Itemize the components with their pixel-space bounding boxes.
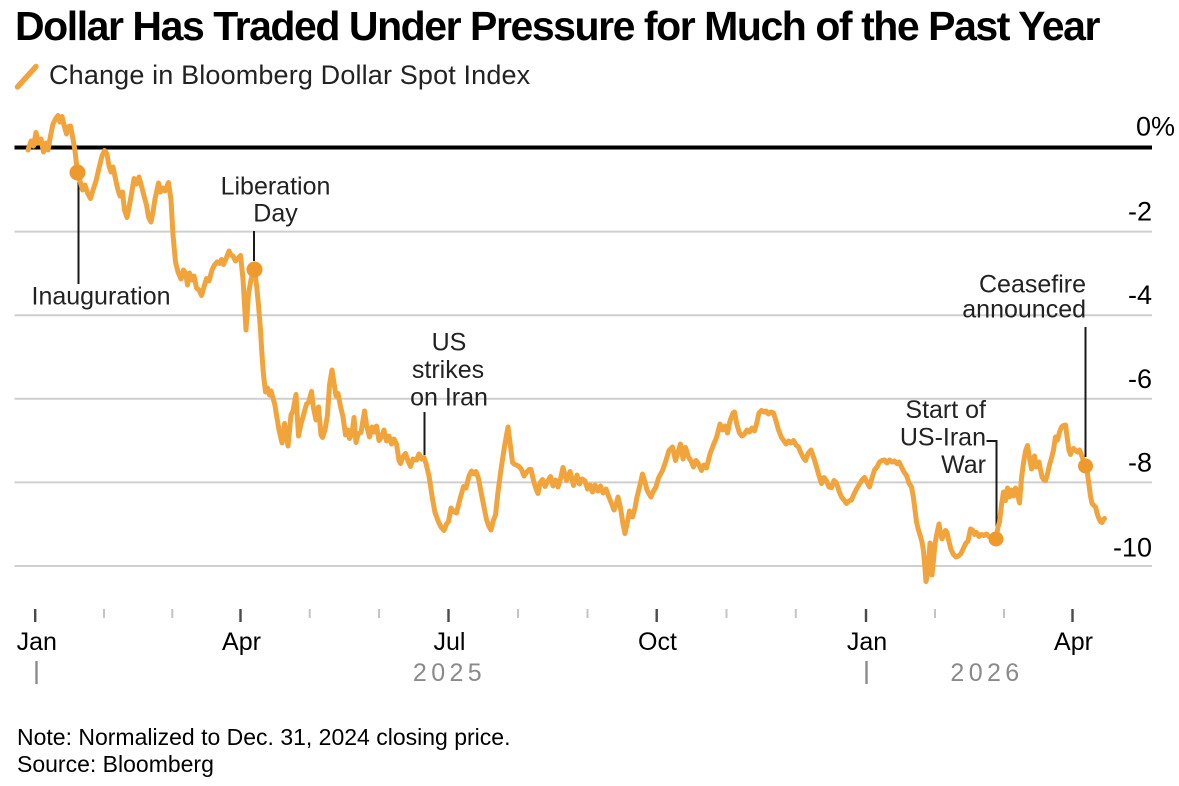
svg-text:Oct: Oct — [638, 628, 677, 656]
svg-text:Start of: Start of — [905, 396, 986, 424]
svg-text:Inauguration: Inauguration — [32, 283, 171, 311]
svg-text:US-Iran: US-Iran — [900, 424, 986, 452]
svg-text:Liberation: Liberation — [221, 173, 331, 201]
svg-text:Apr: Apr — [222, 628, 261, 656]
svg-text:Day: Day — [253, 200, 298, 228]
svg-text:-8: -8 — [1128, 448, 1152, 478]
svg-text:Jul: Jul — [434, 628, 466, 656]
svg-text:Jan: Jan — [17, 628, 57, 656]
svg-text:-2: -2 — [1128, 197, 1152, 227]
svg-text:-10: -10 — [1113, 533, 1152, 563]
svg-text:-4: -4 — [1128, 280, 1152, 310]
svg-text:0%: 0% — [1136, 112, 1175, 142]
svg-text:2025: 2025 — [413, 659, 486, 687]
svg-text:Ceasefire: Ceasefire — [979, 271, 1086, 299]
svg-text:strikes: strikes — [412, 356, 484, 384]
svg-text:-6: -6 — [1128, 364, 1152, 394]
svg-text:US: US — [432, 329, 467, 357]
svg-text:Jan: Jan — [847, 628, 887, 656]
svg-text:2026: 2026 — [950, 659, 1023, 687]
svg-text:announced: announced — [962, 296, 1086, 324]
svg-text:on Iran: on Iran — [410, 384, 488, 412]
svg-text:War: War — [941, 451, 986, 479]
svg-text:Apr: Apr — [1054, 628, 1093, 656]
